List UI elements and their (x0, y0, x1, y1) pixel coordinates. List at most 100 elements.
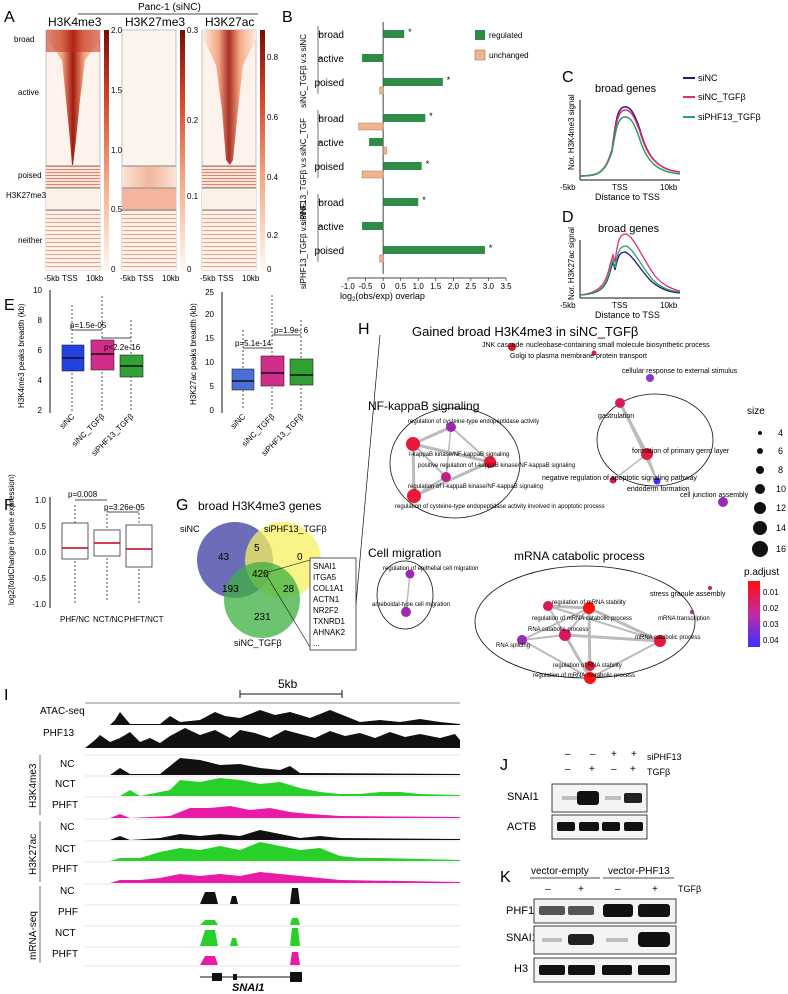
i-track-label: PHFT (52, 800, 78, 811)
k-h: – (615, 884, 621, 895)
scale2-tick: 0.3 (187, 26, 199, 35)
b-bar-unchanged (379, 254, 384, 263)
b-bar-regulated (362, 222, 384, 230)
h-size-val: 12 (776, 503, 786, 513)
f-ytick: -0.5 (32, 574, 46, 583)
b-xtick: 3.5 (500, 282, 512, 291)
h-title: Gained broad H3K4me3 in siNC_TGFβ (412, 324, 638, 339)
g-set-sinc: siNC (180, 524, 200, 534)
b-bar-unchanged (379, 86, 384, 95)
e-left-ytick: 10 (33, 286, 42, 295)
h-cluster-nfkb: NF-kappaB signaling (368, 399, 479, 413)
panel-d-label: D (562, 209, 574, 226)
j-blot-actb-label: ACTB (507, 821, 536, 833)
e-left-box-sinc (61, 305, 85, 412)
h-term: regulation of mRNA metabolic process (533, 673, 635, 679)
b-star: * (422, 195, 426, 205)
e-left-ytick: 8 (38, 316, 43, 325)
h-term: regulation of epithelial cell migration (383, 566, 478, 572)
i-track-label: PHFT (52, 949, 78, 960)
b-xtick: -0.5 (359, 282, 373, 291)
heatmap-h3k27me3: 0.3 0.2 0.1 0 (121, 26, 199, 274)
legend-unchanged: unchanged (489, 51, 529, 60)
e-right-ytick: 5 (210, 382, 215, 391)
b-bar-regulated (383, 30, 405, 38)
b-xtick: 1.0 (413, 282, 425, 291)
b-group-label-1: siNC_TGFβ v.s siNC (299, 34, 308, 108)
scale2-tick: 0 (187, 265, 192, 274)
b-category-poised: poised (315, 162, 344, 173)
h-term: mRNA transcription (658, 616, 710, 622)
i-tracks: ATAC-seq PHF13 NC NCT PHFT NC NCT PHFT N… (40, 706, 85, 960)
scale1-tick: 0.5 (111, 205, 123, 214)
f-ylabel: log2(foldChange in gene expression) (7, 474, 16, 605)
panel-c: C broad genes Nor. H3K4me3 signal -5kb T… (560, 69, 761, 202)
h-term: gastrulation (598, 413, 634, 420)
panel-f-label: F (4, 497, 14, 514)
e-left-ytick: 4 (38, 376, 43, 385)
panel-k: K vector-empty vector-PHF13 – + – + TGFβ… (500, 866, 701, 983)
h-size-val: 8 (778, 465, 783, 475)
e-right-box-sinc (231, 330, 255, 410)
i-track-label: PHF (58, 907, 78, 918)
h-padj-val: 0.01 (763, 588, 779, 597)
panel-e: E 2 4 6 8 10 H3K4me3 peaks breadth (kb) … (4, 286, 314, 458)
g-set-siphf13: siPHF13_TGFβ (264, 524, 327, 534)
h-term: I-kappaB kinase/NF-kappaB signaling (409, 452, 509, 458)
g-gene-list: SNAI1 ITGA5 COL1A1 ACTN1 NR2F2 TXNRD1 AH… (313, 562, 346, 648)
f-xtick: NCT/NC (93, 615, 123, 624)
row-label-broad: broad (14, 35, 34, 44)
panel-b: B -1.0 -0.5 0 0.5 1.0 1.5 2.0 2.5 3.0 3.5 broad * ac… (282, 9, 529, 303)
e-right-box-sinc-tgf (260, 295, 285, 410)
i-group-mrnaseq: mRNA-seq (28, 911, 39, 960)
hm1-x-tss: TSS (62, 274, 78, 283)
e-right-ylabel: H3K27ac peaks breadth (kb) (189, 303, 198, 405)
b-bar-regulated (369, 138, 384, 146)
j-h: + (630, 764, 636, 775)
j-h: + (589, 764, 595, 775)
h-term: mRNA catabolic process (635, 635, 700, 641)
legend-unchanged-swatch (474, 49, 486, 61)
b-category-broad: broad (318, 30, 344, 41)
row-label-neither: neither (18, 236, 43, 245)
e-right-ytick: 10 (205, 358, 214, 367)
b-xlabel: log2(obs/exp) overlap (340, 291, 425, 303)
e-right-xtick: siNC (229, 412, 248, 431)
scale3-tick: 0.8 (267, 53, 279, 62)
panel-h-label: H (358, 321, 370, 338)
h-term: regulation of mRNA catabolic process (532, 616, 632, 622)
hm2-x-right: 10kb (162, 274, 180, 283)
panel-j-label: J (500, 757, 508, 774)
e-left-xtick: siNC (58, 412, 77, 431)
c-legend-siphf13-tgf: siPHF13_TGFβ (698, 112, 761, 122)
panel-g-label: G (176, 497, 188, 514)
h-term: regulation of I-kappaB kinase/NF-kappaB … (408, 484, 543, 490)
f-box-nct-nc (93, 510, 121, 600)
c-xtick: TSS (612, 183, 628, 192)
e-right-ytick: 25 (205, 288, 214, 297)
e-right-ytick: 20 (205, 310, 214, 319)
i-track-label: PHF13 (43, 728, 75, 739)
g-gene: AHNAK2 (313, 628, 346, 637)
b-star: * (429, 111, 433, 121)
h-term: cell junction assembly (680, 492, 749, 499)
b-xtick: 2.0 (448, 282, 460, 291)
k-h: + (578, 884, 584, 895)
f-ytick: 1.0 (35, 496, 47, 505)
k-h: + (652, 884, 658, 895)
d-xlabel: Distance to TSS (595, 310, 660, 320)
b-xtick: 2.5 (465, 282, 477, 291)
legend-regulated: regulated (489, 31, 522, 40)
h-size-legend-title: size (747, 406, 765, 417)
panel-b-chart: -1.0 -0.5 0 0.5 1.0 1.5 2.0 2.5 3.0 3.5 broad * acti… (315, 22, 512, 291)
panel-c-label: C (562, 69, 574, 86)
i-track-label: NC (60, 886, 74, 897)
heatmap-title-h3k4me3: H3K4me3 (48, 15, 102, 29)
panel-d: D broad genes Nor. H3K27ac signal -5kb T… (560, 209, 681, 320)
hm2-x-left: -5kb (120, 274, 136, 283)
e-left-ytick: 2 (38, 406, 43, 415)
b-star: * (447, 75, 451, 85)
b-xtick: 3.0 (483, 282, 495, 291)
c-ylabel: Nor. H3K4me3 signal (567, 94, 576, 170)
h-size-val: 10 (776, 484, 786, 494)
